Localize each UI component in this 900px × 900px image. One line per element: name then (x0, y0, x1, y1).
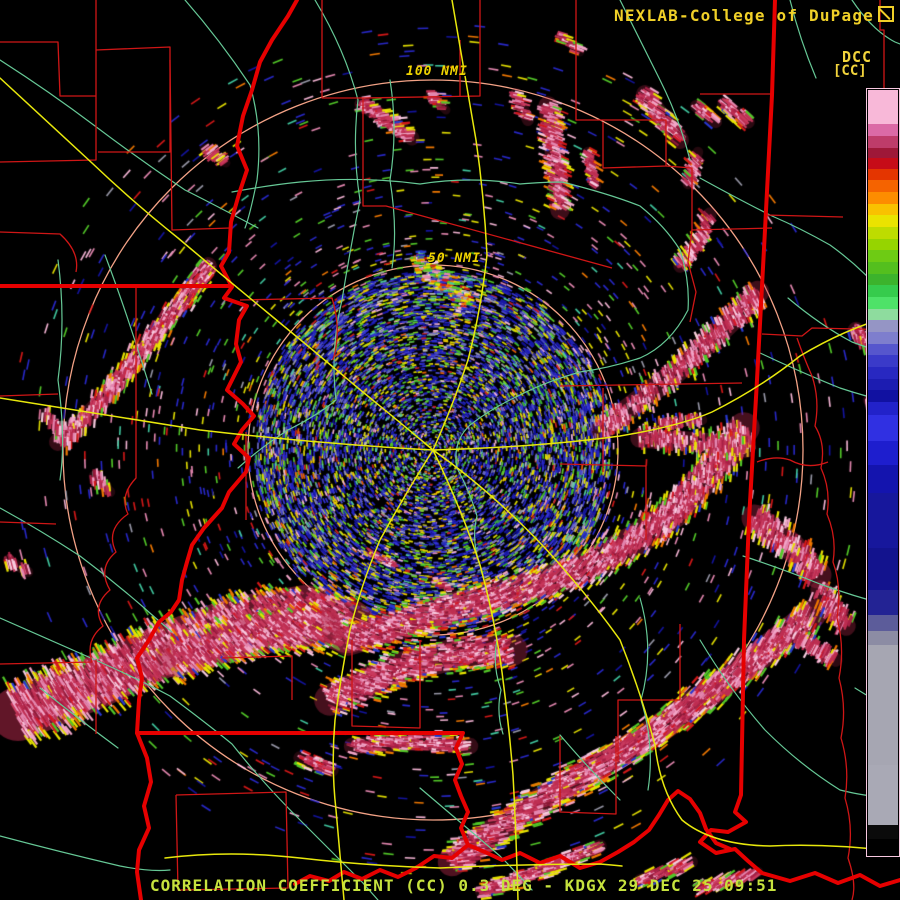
colorbar-segment (868, 320, 898, 332)
range-ring-label-50nmi: 50 NMI (428, 251, 481, 266)
window-icon (878, 6, 894, 22)
brand-text: NEXLAB-College of DuPage (614, 6, 874, 25)
colorbar-segment (868, 192, 898, 204)
colorbar-segment (868, 355, 898, 367)
colorbar-segment (868, 548, 898, 590)
colorbar-segment (868, 124, 898, 136)
colorbar-segment (868, 367, 898, 379)
colorbar-segment (868, 297, 898, 309)
colorbar-segment (868, 136, 898, 148)
colorbar-segment (868, 379, 898, 390)
colorbar-segment (868, 415, 898, 441)
colorbar-segment (868, 204, 898, 215)
colorbar-segment (868, 250, 898, 262)
colorbar-segment (868, 441, 898, 465)
colorbar-segment (868, 309, 898, 320)
product-status-text: CORRELATION COEFFICIENT (CC) 0.3 DEG - K… (150, 876, 778, 895)
colorbar-segment (868, 402, 898, 415)
colorbar-segment (868, 227, 898, 239)
colorbar-units-label: [CC] (833, 63, 867, 79)
colorbar-segment (868, 148, 898, 158)
colorbar-segment (868, 274, 898, 285)
colorbar-segment (868, 631, 898, 645)
colorbar-segment (868, 344, 898, 355)
colorbar-segment (868, 180, 898, 192)
colorbar-segment (868, 825, 898, 839)
colorbar-segment (868, 615, 898, 631)
colorbar-segment (868, 332, 898, 344)
colorbar-segment (868, 765, 898, 825)
colorbar-segment (868, 262, 898, 274)
colorbar-segment (868, 285, 898, 297)
colorbar-segment (868, 239, 898, 250)
colorbar-segment (868, 645, 898, 765)
colorbar-segment (868, 90, 898, 124)
colorbar-segment (868, 169, 898, 180)
colorbar-segment (868, 465, 898, 493)
colorbar-segment (868, 493, 898, 548)
colorbar-product-label: DCC (842, 48, 873, 66)
range-ring-label-100nmi: 100 NMI (406, 64, 468, 79)
colorbar-segment (868, 390, 898, 402)
color-scale-bar (866, 88, 900, 857)
colorbar-segment (868, 215, 898, 227)
colorbar-segment (868, 590, 898, 615)
colorbar-segment (868, 158, 898, 169)
